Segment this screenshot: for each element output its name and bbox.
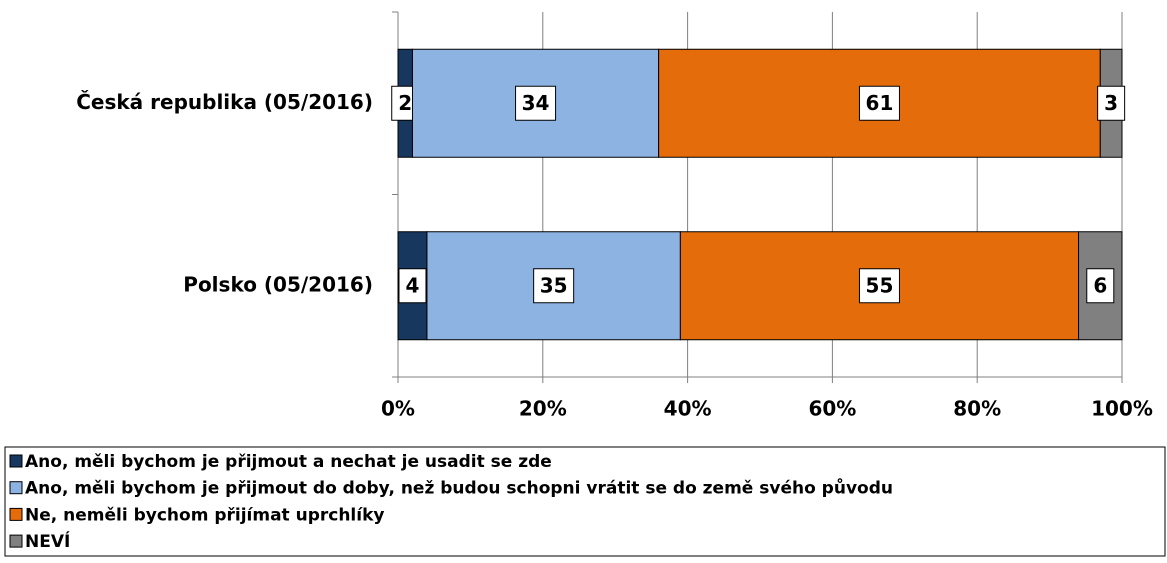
data-label: 61 [866, 91, 894, 115]
x-tick-label: 60% [808, 397, 856, 421]
legend-swatch [9, 507, 23, 521]
data-label-box [1086, 268, 1115, 304]
data-label: 35 [540, 273, 568, 297]
data-label-box [858, 85, 900, 121]
x-tick-label: 40% [664, 397, 712, 421]
x-tick-label: 20% [519, 397, 567, 421]
data-label-box [515, 85, 557, 121]
legend-box [4, 446, 1166, 557]
data-label-box [1097, 85, 1126, 121]
data-label-box [398, 268, 427, 304]
x-tick-label: 80% [953, 397, 1001, 421]
y-tick-label: Polsko (05/2016) [183, 272, 373, 296]
data-label: 4 [406, 273, 420, 297]
legend-swatch [9, 481, 23, 495]
x-tick-label: 0% [381, 397, 415, 421]
data-label: 2 [398, 91, 412, 115]
data-label: 6 [1093, 273, 1107, 297]
data-label: 34 [522, 91, 550, 115]
data-label: 3 [1104, 91, 1118, 115]
legend-label: Ne, neměli bychom přijímat uprchlíky [25, 505, 384, 525]
y-tick-label: Česká republika (05/2016) [76, 90, 373, 114]
data-label-box [533, 268, 575, 304]
legend-swatch [9, 454, 23, 468]
x-tick-label: 100% [1091, 397, 1153, 421]
data-label: 55 [866, 273, 894, 297]
legend-label: NEVÍ [25, 530, 70, 552]
legend-label: Ano, měli bychom je přijmout a nechat je… [25, 452, 552, 472]
legend-label: Ano, měli bychom je přijmout do doby, ne… [25, 477, 893, 499]
legend-swatch [9, 534, 23, 548]
data-label-box [858, 268, 900, 304]
